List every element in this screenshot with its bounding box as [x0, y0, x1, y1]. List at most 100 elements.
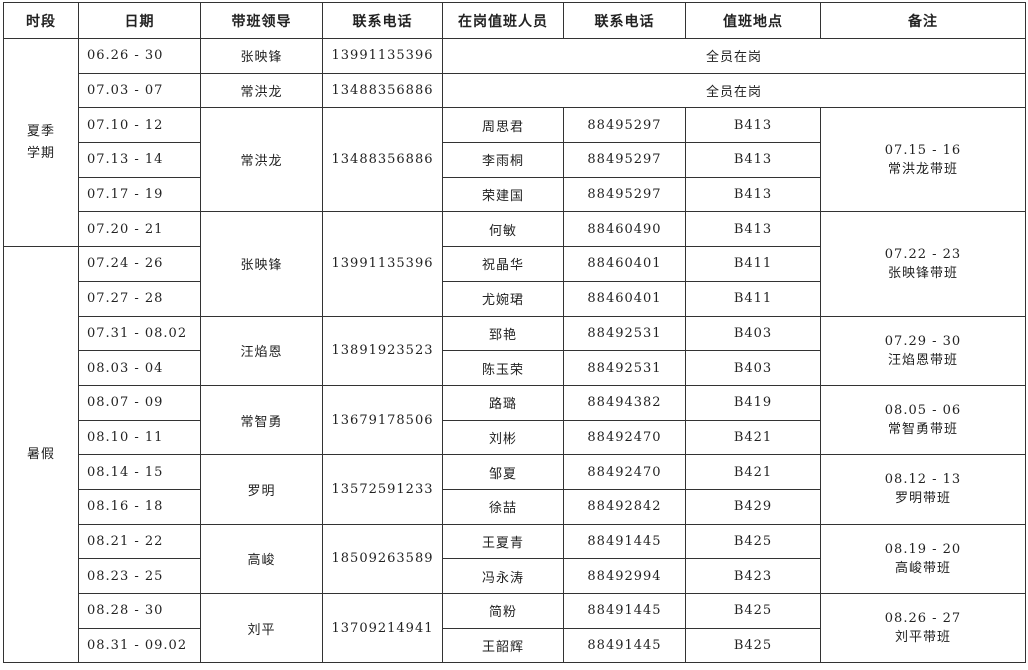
table-row: 暑假 07.24 - 26 祝晶华 88460401 B411	[3, 246, 1026, 664]
date-cell: 07.13 - 14	[78, 142, 201, 178]
staff-cell: 陈玉荣	[442, 350, 564, 386]
date-cell: 08.28 - 30	[78, 593, 201, 629]
location-cell: B411	[685, 280, 821, 317]
date-cell: 07.17 - 19	[78, 176, 201, 213]
staff-phone-cell: 88494382	[563, 384, 686, 421]
date-cell: 08.31 - 09.02	[78, 627, 201, 664]
date-cell: 08.10 - 11	[78, 419, 201, 456]
all-on-duty-cell: 全员在岗	[442, 72, 1026, 109]
date-cell: 08.21 - 22	[78, 523, 201, 560]
staff-phone-cell: 88492842	[563, 488, 686, 525]
date-cell: 08.16 - 18	[78, 488, 201, 525]
leader-phone-cell: 13709214941	[322, 592, 443, 664]
date-cell: 07.31 - 08.02	[78, 315, 201, 352]
staff-cell: 周思君	[442, 107, 564, 144]
all-on-duty-cell: 全员在岗	[442, 38, 1026, 74]
staff-cell: 刘彬	[442, 419, 564, 456]
table-row: 08.10 - 11 刘彬 88492470 B421	[4, 419, 1026, 456]
note-cell: 08.19 - 20 高峻带班	[820, 523, 1026, 595]
date-cell: 07.20 - 21	[78, 211, 201, 248]
header-date: 日期	[78, 2, 201, 39]
staff-phone-cell: 88492470	[563, 454, 686, 490]
staff-cell: 王夏青	[442, 523, 564, 560]
table-row: 08.28 - 30 刘平 13709214941 简粉 88491445 B425 08.…	[4, 592, 1026, 664]
leader-cell: 汪焰恩	[200, 315, 323, 386]
leader-cell: 常洪龙	[200, 107, 323, 213]
staff-cell: 李雨桐	[442, 142, 564, 178]
table-row: 夏季 学期 06.26 - 30 张映锋 13991135396 全员在岗	[3, 37, 1026, 248]
staff-cell: 郅艳	[442, 315, 564, 352]
location-cell: B403	[685, 315, 821, 352]
staff-cell: 简粉	[442, 593, 564, 629]
table-row: 07.20 - 21 张映锋 13991135396 何敏 88460490 B413 07…	[4, 211, 1026, 317]
table-row: 08.07 - 09 常智勇 13679178506 路璐 88494382 B419 08…	[4, 384, 1026, 456]
staff-cell: 冯永涛	[442, 558, 564, 594]
header-location: 值班地点	[685, 2, 821, 39]
location-cell: B425	[685, 593, 821, 629]
date-cell: 07.03 - 07	[78, 72, 201, 109]
header-row: 时段 日期 带班领导 联系电话 在岗值班人员 联系电话 值班地点 备注	[3, 2, 1026, 39]
staff-phone-cell: 88492531	[563, 350, 686, 386]
leader-cell: 刘平	[200, 592, 323, 664]
note-cell: 07.22 - 23 张映锋带班	[820, 211, 1026, 317]
table-row: 07.31 - 08.02 汪焰恩 13891923523 郅艳 88492531 B40…	[4, 315, 1026, 386]
staff-phone-cell: 88492531	[563, 315, 686, 352]
header-leader: 带班领导	[200, 2, 323, 39]
table-row: 07.27 - 28 尤婉珺 88460401 B411	[4, 280, 1026, 317]
leader-phone-cell: 13891923523	[322, 315, 443, 386]
leader-phone-cell: 13679178506	[322, 384, 443, 456]
leader-phone-cell: 18509263589	[322, 523, 443, 595]
period-cell: 夏季 学期	[3, 37, 79, 248]
staff-cell: 徐喆	[442, 488, 564, 525]
leader-phone-cell: 13991135396	[322, 38, 443, 74]
staff-phone-cell: 88460401	[563, 280, 686, 317]
table-row: 08.23 - 25 冯永涛 88492994 B423	[4, 558, 1026, 594]
location-cell: B421	[685, 419, 821, 456]
location-cell: B413	[685, 142, 821, 178]
header-period: 时段	[3, 2, 79, 39]
staff-phone-cell: 88460490	[563, 211, 686, 248]
leader-cell: 高峻	[200, 523, 323, 595]
table-row: 07.13 - 14 李雨桐 88495297 B413	[4, 142, 1026, 178]
staff-phone-cell: 88495297	[563, 176, 686, 213]
staff-cell: 王韶辉	[442, 627, 564, 664]
date-cell: 08.23 - 25	[78, 558, 201, 594]
table-row: 08.14 - 15 罗明 13572591233 邹夏 88492470 B421 08.…	[4, 454, 1026, 525]
date-cell: 07.27 - 28	[78, 280, 201, 317]
header-note: 备注	[820, 2, 1026, 39]
note-cell: 07.15 - 16 常洪龙带班	[820, 107, 1026, 213]
location-cell: B413	[685, 176, 821, 213]
date-cell: 08.14 - 15	[78, 454, 201, 490]
header-staff: 在岗值班人员	[442, 2, 564, 39]
table-row: 08.03 - 04 陈玉荣 88492531 B403	[4, 350, 1026, 386]
staff-phone-cell: 88491445	[563, 523, 686, 560]
leader-phone-cell: 13488356886	[322, 72, 443, 109]
location-cell: B413	[685, 211, 821, 248]
note-cell: 08.26 - 27 刘平带班	[820, 592, 1026, 664]
table-row: 08.31 - 09.02 王韶辉 88491445 B425	[4, 627, 1026, 664]
leader-phone-cell: 13991135396	[322, 211, 443, 317]
location-cell: B403	[685, 350, 821, 386]
location-cell: B411	[685, 246, 821, 282]
staff-phone-cell: 88491445	[563, 627, 686, 664]
leader-cell: 罗明	[200, 454, 323, 525]
date-cell: 08.07 - 09	[78, 384, 201, 421]
table-row: 08.21 - 22 高峻 18509263589 王夏青 88491445 B425 08…	[4, 523, 1026, 595]
date-cell: 07.24 - 26	[78, 246, 201, 282]
staff-phone-cell: 88492470	[563, 419, 686, 456]
table-row: 08.16 - 18 徐喆 88492842 B429	[4, 488, 1026, 525]
location-cell: B425	[685, 523, 821, 560]
staff-cell: 祝晶华	[442, 246, 564, 282]
staff-phone-cell: 88495297	[563, 107, 686, 144]
header-staff-phone: 联系电话	[563, 2, 686, 39]
staff-phone-cell: 88491445	[563, 593, 686, 629]
table-row: 07.03 - 07 常洪龙 13488356886 全员在岗	[4, 72, 1026, 109]
duty-schedule-table: 时段 日期 带班领导 联系电话 在岗值班人员 联系电话 值班地点 备注 夏季 学…	[3, 2, 1026, 664]
header-leader-phone: 联系电话	[322, 2, 443, 39]
table-row: 07.17 - 19 荣建国 88495297 B413	[4, 176, 1026, 213]
leader-cell: 张映锋	[200, 38, 323, 74]
leader-phone-cell: 13488356886	[322, 107, 443, 213]
note-cell: 08.12 - 13 罗明带班	[820, 454, 1026, 525]
leader-phone-cell: 13572591233	[322, 454, 443, 525]
location-cell: B429	[685, 488, 821, 525]
